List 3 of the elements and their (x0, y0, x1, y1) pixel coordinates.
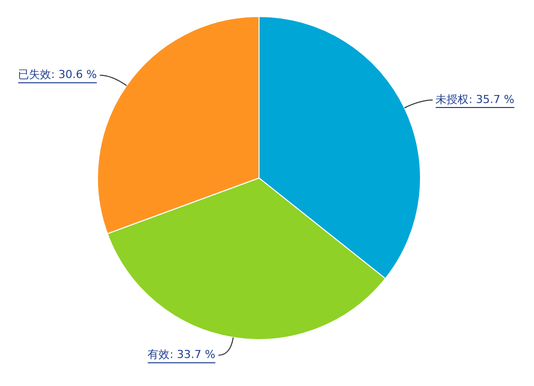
slice-label: 未授权: 35.7 % (436, 92, 514, 106)
slice-label: 已失效: 30.6 % (18, 68, 97, 82)
slice-label: 有效: 33.7 % (148, 348, 216, 362)
